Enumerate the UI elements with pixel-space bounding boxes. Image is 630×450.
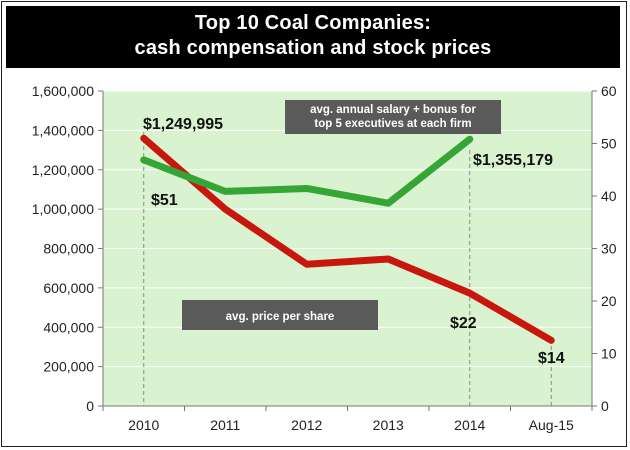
y-left-tick-label: 1,600,000: [32, 83, 94, 99]
y-right-tick-label: 60: [601, 83, 617, 99]
annotations: $1,249,995 $1,355,179 $51 $22 $14: [143, 116, 565, 367]
data-label: $22: [450, 315, 477, 332]
y-left-tick-label: 1,400,000: [32, 122, 94, 138]
series: [140, 134, 555, 344]
y-right-tick-label: 50: [601, 136, 617, 152]
x-tick-label: 2011: [210, 417, 240, 433]
x-tick-label: 2014: [454, 417, 485, 433]
title-line-1: Top 10 Coal Companies:: [194, 12, 432, 34]
legend-box-text: top 5 executives at each firm: [314, 118, 471, 130]
y-right-ticks: 0 10 20 30 40 50 60: [592, 83, 617, 414]
series-line-salary-bonus: [140, 135, 474, 207]
y-left-tick-label: 0: [86, 398, 94, 414]
x-tick-label: 2013: [373, 417, 404, 433]
legend-box-text: avg. price per share: [226, 311, 335, 323]
legend-boxes: avg. annual salary + bonus for top 5 exec…: [182, 100, 501, 330]
drop-lines: [143, 132, 552, 406]
y-left-tick-label: 1,200,000: [32, 162, 94, 178]
title-bar: Top 10 Coal Companies: cash compensation…: [6, 6, 620, 68]
legend-box: [182, 300, 378, 330]
data-label: $1,249,995: [143, 116, 223, 133]
data-label: $51: [151, 192, 178, 209]
y-right-tick-label: 20: [601, 293, 617, 309]
x-tick-label: 2010: [128, 417, 159, 433]
y-right-tick-label: 10: [601, 346, 617, 362]
y-left-tick-label: 200,000: [43, 359, 94, 375]
y-right-tick-label: 30: [601, 241, 617, 257]
legend-box-text: avg. annual salary + bonus for: [310, 104, 476, 116]
series-line-price-per-share: [140, 134, 555, 344]
x-tick-label: Aug-15: [529, 417, 574, 433]
y-left-ticks: 0 200,000 400,000 600,000 800,000 1,000,000 1,…: [32, 83, 103, 414]
y-left-tick-label: 800,000: [43, 241, 94, 257]
x-ticks: 2010 2011 2012 2013 2014 Aug-15: [102, 406, 593, 433]
data-label: $14: [538, 350, 565, 367]
y-left-tick-label: 400,000: [43, 319, 94, 335]
y-right-tick-label: 0: [601, 398, 609, 414]
y-right-tick-label: 40: [601, 188, 617, 204]
y-left-tick-label: 600,000: [43, 280, 94, 296]
data-label: $1,355,179: [473, 152, 553, 169]
y-left-tick-label: 1,000,000: [32, 201, 94, 217]
x-tick-label: 2012: [291, 417, 322, 433]
title-line-2: cash compensation and stock prices: [134, 37, 492, 59]
legend-box: [285, 100, 501, 134]
